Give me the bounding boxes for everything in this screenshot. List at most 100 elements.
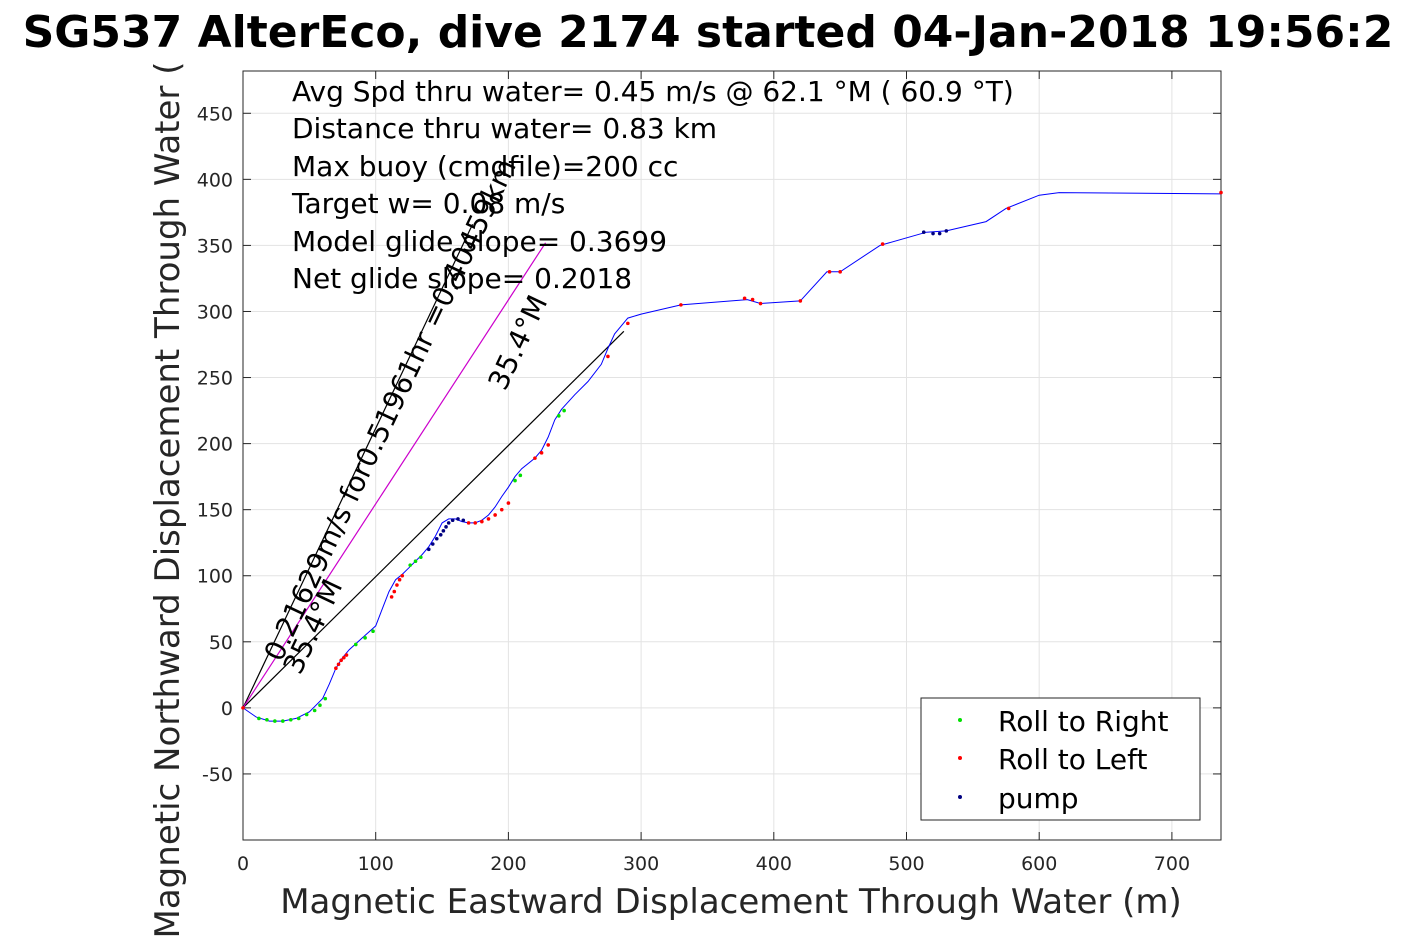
y-tick-label: 350	[197, 235, 233, 257]
roll-to-left-marker	[750, 297, 755, 302]
y-tick-label: 400	[197, 169, 233, 191]
roll-to-left-marker	[606, 354, 610, 359]
current-vector-long	[242, 224, 474, 709]
vector-label-heading-upper: 35.4°M	[481, 290, 554, 395]
roll-to-left-marker	[533, 456, 537, 460]
pump-marker	[434, 536, 439, 541]
pump-marker	[937, 231, 942, 236]
roll-to-left-marker	[626, 321, 630, 326]
x-tick-label: 400	[756, 853, 792, 875]
roll-to-left-marker	[880, 242, 885, 246]
roll-to-left-marker	[539, 451, 544, 455]
x-axis-label: Magnetic Eastward Displacement Through W…	[280, 882, 1182, 922]
y-tick-label: 200	[197, 434, 233, 456]
legend-label-roll-right: Roll to Right	[998, 705, 1169, 738]
x-tick-label: 0	[237, 853, 249, 875]
roll-to-left-marker	[473, 521, 478, 525]
roll-to-left-marker	[480, 519, 484, 524]
y-axis-label: Magnetic Northward Displacement Through …	[148, 62, 188, 939]
roll-to-right-marker	[413, 559, 418, 564]
y-tick-label: 250	[197, 368, 233, 390]
roll-to-right-marker	[419, 555, 423, 560]
roll-to-left-marker	[344, 653, 349, 657]
plot-frame	[242, 70, 1222, 841]
roll-to-left-marker	[397, 577, 402, 582]
roll-to-left-marker	[798, 299, 803, 303]
y-tick-label: 100	[197, 566, 233, 588]
pump-marker	[921, 230, 926, 234]
x-tick-label: 600	[1021, 853, 1057, 875]
roll-to-right-marker	[518, 473, 523, 478]
roll-to-left-marker	[342, 655, 346, 660]
roll-to-right-marker	[304, 712, 309, 717]
roll-to-right-marker	[562, 408, 566, 413]
pump-marker	[444, 525, 448, 529]
markers	[241, 190, 1223, 723]
roll-to-right-marker	[513, 478, 517, 483]
pump-marker	[430, 542, 435, 546]
roll-to-right-marker	[288, 717, 293, 722]
current-vectors	[242, 224, 625, 709]
x-tick-label: 300	[623, 853, 659, 875]
current-vector-short	[242, 330, 625, 709]
pump-marker	[438, 532, 443, 537]
roll-to-left-marker	[1219, 190, 1223, 195]
pump-marker	[456, 517, 460, 521]
legend-marker-roll-left	[958, 756, 962, 760]
roll-to-left-marker	[389, 595, 394, 599]
roll-to-right-marker	[323, 696, 328, 701]
grid	[242, 71, 1221, 840]
roll-to-left-marker	[400, 573, 405, 578]
roll-to-right-marker	[281, 719, 285, 723]
roll-to-left-marker	[506, 501, 511, 505]
roll-to-right-marker	[273, 719, 277, 723]
roll-to-right-marker	[312, 708, 317, 713]
pump-marker	[426, 547, 431, 552]
y-tick-label: -50	[202, 764, 233, 786]
legend-box	[920, 697, 1201, 821]
pump-marker	[931, 231, 935, 236]
pump-marker	[446, 521, 451, 525]
annotation-avg-speed: Avg Spd thru water= 0.45 m/s @ 62.1 °M (…	[292, 75, 1014, 108]
roll-to-left-marker	[679, 303, 683, 307]
annotation-model-glide: Model glide slope= 0.3699	[292, 225, 667, 258]
annotation-net-glide: Net glide slope= 0.2018	[292, 262, 632, 295]
roll-to-left-marker	[499, 507, 504, 512]
roll-to-right-marker	[557, 414, 561, 418]
x-tick-label: 100	[358, 853, 394, 875]
y-tick-label: 150	[197, 500, 233, 522]
roll-to-right-marker	[353, 642, 358, 647]
roll-to-left-marker	[486, 517, 491, 521]
roll-to-left-marker	[758, 301, 763, 306]
pump-marker	[461, 518, 466, 523]
roll-to-right-marker	[257, 716, 261, 721]
roll-to-right-marker	[318, 703, 322, 708]
y-tick-label: 50	[209, 632, 233, 654]
y-tick-label: 0	[221, 698, 233, 720]
roll-to-left-marker	[392, 589, 397, 594]
ticks: 0 100 200 300 400 500 600 700 -50 0 50 100 150 200 250…	[197, 71, 1221, 875]
roll-to-left-marker	[334, 666, 338, 671]
roll-to-left-marker	[1006, 206, 1011, 211]
legend-marker-roll-right	[958, 718, 962, 722]
roll-to-left-marker	[827, 270, 832, 274]
annotation-distance: Distance thru water= 0.83 km	[292, 112, 717, 145]
pump-marker	[441, 529, 446, 533]
roll-to-right-marker	[363, 636, 367, 640]
y-tick-label: 450	[197, 103, 233, 125]
roll-to-left-marker	[838, 270, 842, 274]
legend-label-roll-left: Roll to Left	[998, 743, 1147, 776]
y-tick-label: 300	[197, 301, 233, 323]
x-tick-label: 200	[490, 853, 526, 875]
chart-title: SG537 AlterEco, dive 2174 started 04-Jan…	[23, 7, 1394, 58]
legend-label-pump: pump	[998, 782, 1079, 815]
current-vector-magenta	[242, 242, 547, 709]
pump-marker	[944, 229, 949, 233]
stats-annotations: Avg Spd thru water= 0.45 m/s @ 62.1 °M (…	[291, 75, 1014, 295]
roll-to-left-marker	[336, 662, 341, 667]
legend: Roll to Right Roll to Left pump	[920, 697, 1201, 821]
roll-to-left-marker	[742, 296, 747, 301]
roll-to-left-marker	[339, 658, 343, 663]
roll-to-left-marker	[493, 513, 497, 517]
